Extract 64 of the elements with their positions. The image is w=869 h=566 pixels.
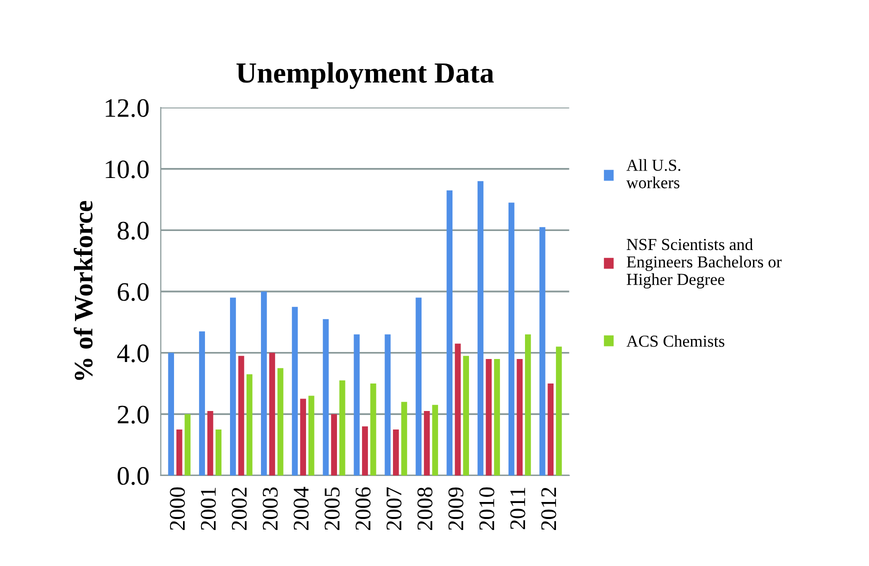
x-tick-label: 2000 [170, 487, 185, 530]
x-tick-label: 2012 [541, 488, 556, 530]
bar [424, 411, 430, 476]
bar [401, 402, 408, 476]
bar [486, 358, 492, 476]
chart-title: Unemployment Data [236, 62, 494, 89]
bar [339, 380, 346, 476]
bar [392, 429, 399, 476]
y-tick-label: 10.0 [106, 160, 149, 178]
bar [354, 334, 360, 476]
bar [277, 368, 284, 476]
bar [446, 190, 452, 476]
bar [516, 358, 523, 476]
legend-label: ACS Chemists [626, 335, 724, 347]
y-tick-label: 8.0 [118, 222, 149, 240]
y-tick-label: 4.0 [117, 344, 149, 362]
bar [184, 414, 191, 476]
bar [176, 429, 182, 476]
bar [478, 181, 484, 476]
y-axis-title: % of Workforce [74, 201, 93, 380]
bar [168, 352, 174, 476]
bar [246, 374, 252, 476]
x-tick-label: 2008 [417, 487, 432, 530]
x-tick-label: 2002 [232, 488, 247, 530]
bar [238, 356, 244, 476]
legend-label: NSF Scientists and Engineers Bachelors or Higher Degree [626, 238, 782, 288]
y-tick-label: 12.0 [106, 99, 149, 118]
x-tick-label: 2003 [262, 487, 278, 530]
bar [300, 398, 306, 476]
x-tick-label: 2001 [200, 488, 216, 530]
bar [308, 396, 314, 476]
bar [260, 291, 267, 476]
bar [556, 346, 562, 476]
bar [432, 404, 438, 476]
y-tick-label: 2.0 [118, 406, 149, 424]
bar [416, 298, 422, 476]
bar [230, 298, 236, 476]
bar [322, 319, 329, 476]
bar [362, 426, 368, 476]
bar [207, 411, 214, 476]
y-tick-label: 6.0 [118, 283, 149, 302]
bar [539, 227, 546, 476]
bar [508, 202, 514, 476]
bar [199, 331, 205, 476]
x-tick-label: 2005 [324, 487, 340, 530]
bar [216, 429, 222, 476]
x-tick-label: 2010 [479, 487, 494, 530]
x-tick-label: 2009 [448, 487, 464, 530]
x-tick-label: 2011 [510, 488, 526, 530]
bar [269, 352, 276, 476]
bar [370, 383, 376, 476]
y-tick-label: 0.0 [118, 467, 149, 485]
x-tick-label: 2006 [356, 487, 371, 530]
bar [548, 383, 554, 476]
x-tick-label: 2004 [294, 486, 309, 530]
x-tick-label: 2007 [386, 487, 402, 530]
bar [331, 414, 337, 476]
bar [454, 344, 461, 476]
bar [384, 334, 391, 476]
bar [494, 358, 500, 476]
bar [524, 334, 531, 476]
bar [463, 356, 470, 476]
bar [292, 306, 298, 476]
legend-label: All U.S. workers [626, 159, 680, 188]
